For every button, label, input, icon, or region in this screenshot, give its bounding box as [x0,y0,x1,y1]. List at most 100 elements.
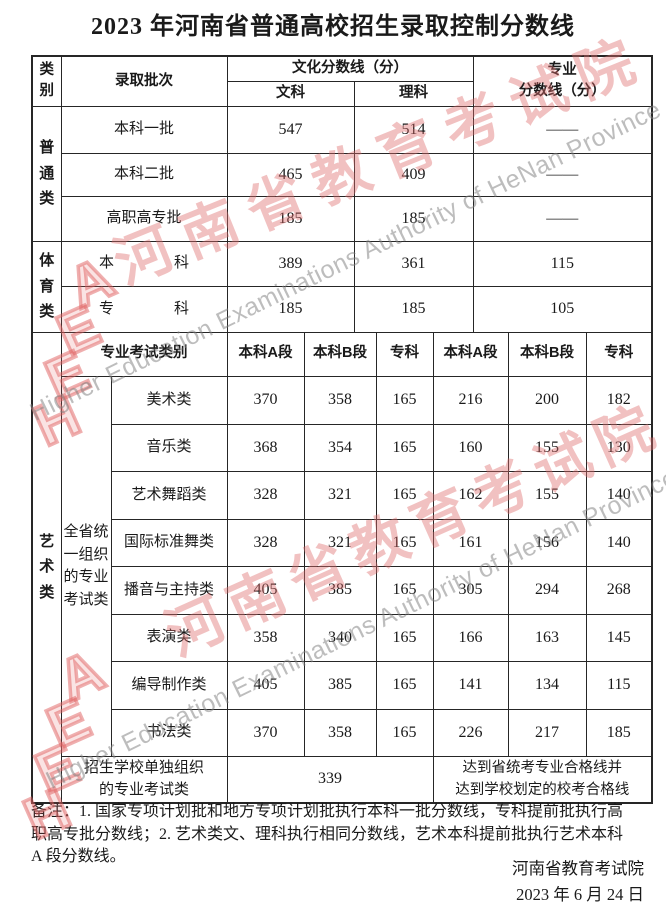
score-cell: 165 [375,660,434,710]
score-cell: 514 [353,105,474,154]
score-cell: 547 [226,105,355,154]
score-cell: 163 [507,613,587,662]
score-cell: 185 [226,285,355,333]
score-cell: 385 [303,660,377,710]
score-cell: 216 [432,375,509,425]
score-cell: 105 [472,285,653,333]
score-cell: 115 [472,240,653,287]
score-cell: 155 [507,470,587,520]
arts-specialty-label: 播音与主持类 [110,565,228,615]
score-cell: 140 [585,470,653,520]
notes-paragraph: 备注：1. 国家专项计划批和地方专项计划批执行本科一批分数线，专科提前批执行高 … [31,801,659,869]
score-cell: 162 [432,470,509,520]
score-cell: 328 [226,518,305,567]
score-cell: 405 [226,565,305,615]
arts-exam-type-header: 专业考试类别 [60,331,228,377]
arts-specialty-label: 国际标准舞类 [110,518,228,567]
score-cell: —— [472,105,653,154]
score-cell: 405 [226,660,305,710]
score-cell: 385 [303,565,377,615]
arts-col-header: 专科 [375,331,434,377]
score-cell: 328 [226,470,305,520]
score-cell: 226 [432,708,509,757]
score-cell: 185 [353,285,474,333]
score-cell: 156 [507,518,587,567]
school-exam-culture-score: 339 [226,755,434,803]
batch-label: 专 科 [60,285,228,333]
score-cell: —— [472,195,653,242]
score-cell: 115 [585,660,653,710]
category-general: 普 通 类 [31,105,62,242]
arts-subcategory: 全省统 一组织 的专业 考试类 [60,375,112,757]
arts-specialty-label: 表演类 [110,613,228,662]
score-cell: 358 [226,613,305,662]
score-cell: 465 [226,152,355,197]
note-line: 职高专批分数线；2. 艺术类文、理科执行相同分数线，艺术本科提前批执行艺术本科 [31,825,624,843]
batch-label: 本科一批 [60,105,228,154]
score-cell: 321 [303,470,377,520]
arts-specialty-label: 编导制作类 [110,660,228,710]
score-cell: 141 [432,660,509,710]
score-cell: 165 [375,423,434,472]
score-cell: 185 [226,195,355,242]
arts-col-header: 本科B段 [303,331,377,377]
arts-specialty-label: 艺术舞蹈类 [110,470,228,520]
score-cell: 268 [585,565,653,615]
category-arts: 艺 术 类 [31,331,62,803]
issue-date: 2023 年 6 月 24 日 [516,885,644,904]
arts-col-header: 本科A段 [226,331,305,377]
score-cell: 409 [353,152,474,197]
score-cell: 145 [585,613,653,662]
issuing-organization: 河南省教育考试院 [512,859,644,878]
batch-label: 本 科 [60,240,228,287]
score-cell: 370 [226,708,305,757]
batch-label: 高职高专批 [60,195,228,242]
note-line: A 段分数线。 [31,848,126,865]
score-cell: 165 [375,708,434,757]
score-cell: 160 [432,423,509,472]
score-cell: 389 [226,240,355,287]
score-cell: 185 [585,708,653,757]
score-cell: 165 [375,375,434,425]
arts-specialty-label: 书法类 [110,708,228,757]
score-cell: 361 [353,240,474,287]
score-cell: 354 [303,423,377,472]
score-table: 类 别 录取批次 文化分数线（分） 专业 分数线（分） 文科 理科 普 通 类 … [31,55,654,804]
score-cell: 185 [353,195,474,242]
page-title: 2023 年河南省普通高校招生录取控制分数线 [91,14,575,40]
score-cell: 165 [375,518,434,567]
arts-col-header: 专科 [585,331,653,377]
score-cell: 165 [375,470,434,520]
note-line: 备注：1. 国家专项计划批和地方专项计划批执行本科一批分数线，专科提前批执行高 [31,803,624,820]
score-cell: 305 [432,565,509,615]
score-cell: 200 [507,375,587,425]
score-cell: 140 [585,518,653,567]
header-professional-score: 专业 分数线（分） [472,55,653,107]
score-cell: 182 [585,375,653,425]
school-exam-label: 招生学校单独组织 的专业考试类 [60,755,228,803]
score-cell: 368 [226,423,305,472]
header-culture-score: 文化分数线（分） [226,55,474,82]
school-exam-professional-note: 达到省统考专业合格线并 达到学校划定的校考合格线 [432,755,653,803]
score-cell: 321 [303,518,377,567]
score-cell: 165 [375,565,434,615]
score-cell: 155 [507,423,587,472]
arts-specialty-label: 美术类 [110,375,228,425]
category-sports: 体 育 类 [31,240,62,333]
arts-col-header: 本科B段 [507,331,587,377]
score-cell: 165 [375,613,434,662]
header-science: 理科 [353,80,474,107]
score-cell: 134 [507,660,587,710]
score-cell: 358 [303,375,377,425]
footer-signature: 河南省教育考试院 2023 年 6 月 24 日 [512,856,644,908]
score-cell: 130 [585,423,653,472]
header-batch: 录取批次 [60,55,228,107]
arts-col-header: 本科A段 [432,331,509,377]
score-cell: 370 [226,375,305,425]
score-cell: 358 [303,708,377,757]
score-cell: 161 [432,518,509,567]
header-category: 类 别 [31,55,62,107]
score-cell: 294 [507,565,587,615]
header-liberal-arts: 文科 [226,80,355,107]
